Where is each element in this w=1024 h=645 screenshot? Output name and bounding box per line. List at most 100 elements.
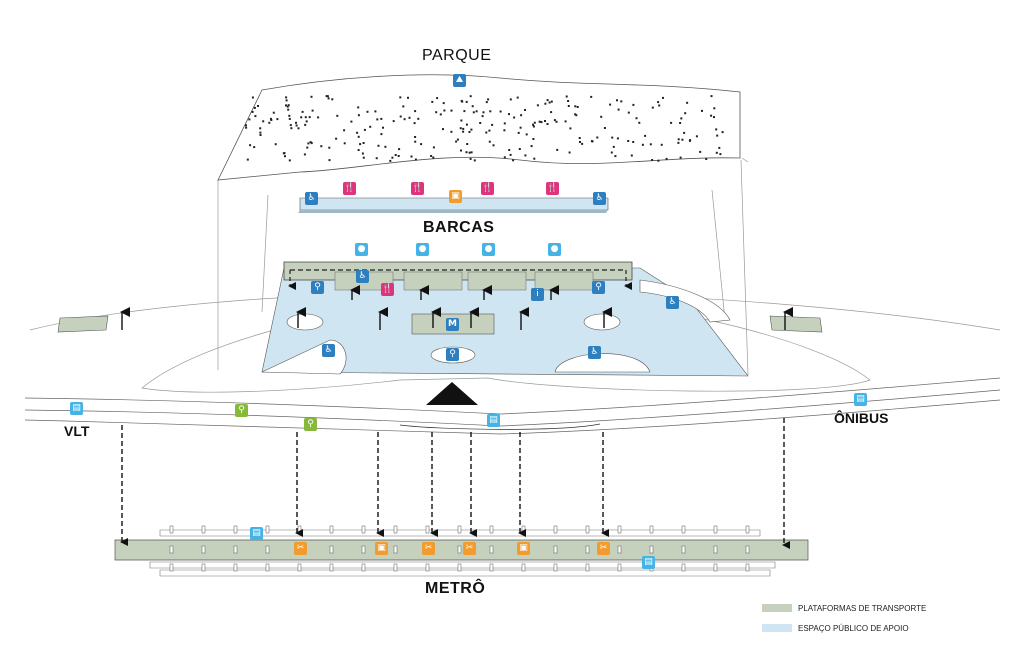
metro-pillar [489, 525, 494, 534]
roof-seat [363, 128, 366, 131]
metro-pillar [457, 525, 462, 534]
metro-pillar [745, 563, 750, 572]
roof-seat [713, 107, 716, 110]
roof-seat [300, 116, 303, 119]
restaurant-icon: 🍴 [381, 283, 394, 296]
roof-seat [326, 95, 329, 98]
roof-seat [309, 141, 312, 144]
roof-seat [308, 116, 311, 119]
roof-seat [414, 158, 417, 161]
roof-seat [491, 123, 494, 126]
roof-seat [569, 127, 572, 130]
roof-seat [532, 125, 535, 128]
roof-seat [575, 114, 578, 117]
roof-seat [492, 144, 495, 147]
restaurant-icon: 🍴 [546, 182, 559, 195]
roof-seat [644, 134, 647, 137]
roof-seat [533, 121, 536, 124]
roof-seat [574, 113, 577, 116]
bike-icon: ⚲ [304, 418, 317, 431]
roof-seat [567, 105, 570, 107]
wheelchair-icon: ♿ [588, 346, 601, 359]
roof-seat [461, 100, 464, 103]
roof-seat [460, 119, 463, 122]
roof-seat [262, 120, 265, 123]
restroom-icon: ⚲ [592, 281, 605, 294]
roof-seat [465, 100, 468, 103]
roof-seat [550, 111, 553, 114]
roof-seat [686, 101, 689, 104]
roof-seat [579, 141, 581, 143]
connection-arrows [120, 418, 790, 549]
roof-seat [715, 151, 718, 154]
roof-seat [603, 127, 606, 129]
roof-seat [485, 131, 488, 134]
roof-seat [259, 127, 262, 130]
metro-pillar [201, 545, 206, 554]
metro-pillar [649, 525, 654, 534]
legend: PLATAFORMAS DE TRANSPORTE ESPAÇO PÚBLICO… [762, 601, 962, 641]
roof-seat [472, 111, 475, 114]
roof-seat [331, 98, 334, 101]
roof-seat [284, 155, 286, 158]
roof-seat [431, 100, 434, 103]
roof-seat [245, 124, 247, 127]
roof-seat [430, 155, 433, 157]
up-arrows [120, 285, 793, 330]
metro-pillar [489, 545, 494, 554]
hiker-icon: ⛰ [453, 74, 466, 87]
roof-seat [327, 97, 330, 100]
building-frame [217, 157, 749, 376]
roof-seat [259, 131, 262, 134]
roof-seat [402, 105, 405, 108]
metro-pillar [393, 545, 398, 554]
roof-seat [680, 117, 683, 120]
roof-seat [632, 103, 635, 106]
metro-pillar [681, 525, 686, 534]
roof-seat [657, 159, 660, 162]
restaurant-icon: 🍴 [481, 182, 494, 195]
tram-icon: ▤ [250, 527, 263, 540]
roof-seat [282, 152, 285, 155]
roof-seat [524, 154, 527, 157]
roof-seat [270, 119, 273, 121]
main-entrance-arrow [426, 382, 478, 405]
roof-seat [414, 136, 417, 138]
roof-seat [268, 121, 271, 124]
roof-seat [482, 111, 485, 114]
roof-seat [407, 96, 409, 99]
roof-seat [705, 158, 708, 160]
roof-seat [301, 110, 304, 113]
metro-pillar [329, 525, 334, 534]
roof-seat [442, 102, 445, 105]
metro-pillar [585, 545, 590, 554]
roof-seat [369, 125, 372, 128]
legend-swatch [762, 624, 792, 632]
roof-seat [681, 138, 684, 141]
roof-seat [548, 101, 551, 104]
tram-icon: ▤ [642, 556, 655, 569]
metro-pillar [393, 525, 398, 534]
roof-seat [270, 117, 272, 120]
roof-seat [487, 98, 490, 101]
roof-seat [297, 127, 300, 130]
roof-seat [285, 99, 288, 102]
roof-seat [530, 145, 533, 148]
metro-pillar [329, 563, 334, 572]
roof-seat [471, 105, 474, 108]
roof-seat [357, 106, 360, 109]
food-icon: ✂ [597, 542, 610, 555]
roof-seat [565, 95, 568, 98]
roof-seat [450, 130, 453, 133]
roof-seat [590, 140, 593, 143]
roof-seat [285, 104, 287, 107]
metro-pillar [617, 563, 622, 572]
metro-pillar [713, 525, 718, 534]
roof-seat [567, 100, 570, 102]
roof-seat [546, 99, 549, 102]
wheelchair-icon: ♿ [666, 296, 679, 309]
metro-pillar [169, 525, 174, 534]
metro-pillar [233, 525, 238, 534]
metro-icon: M [446, 318, 459, 331]
roof-seat [463, 110, 466, 113]
